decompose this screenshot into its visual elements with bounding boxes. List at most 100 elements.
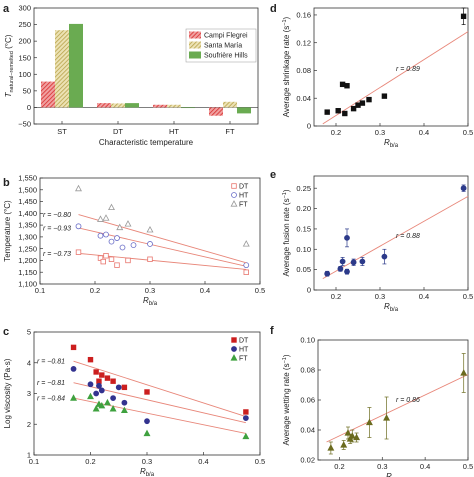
data-point bbox=[114, 235, 120, 241]
data-point bbox=[75, 249, 82, 255]
data-point bbox=[147, 241, 153, 247]
y-axis-label: Average shrinkage rate (s−1) bbox=[282, 16, 291, 117]
bar bbox=[69, 23, 83, 108]
y-tick-label: 1,450 bbox=[18, 197, 37, 206]
y-axis-label: Log viscosity (Pa·s) bbox=[3, 358, 12, 428]
bar bbox=[125, 103, 139, 108]
x-axis-label: Rb/a bbox=[384, 138, 399, 149]
y-tick-label: 0.20 bbox=[296, 204, 311, 213]
data-point bbox=[120, 406, 128, 414]
y-axis-label: Tnatural−remelted (°C) bbox=[4, 34, 15, 97]
legend-swatch bbox=[189, 41, 201, 49]
x-tick-label: 0.2 bbox=[85, 457, 95, 466]
series-1 bbox=[344, 228, 350, 248]
y-tick-label: 0.10 bbox=[300, 336, 315, 345]
y-axis-label-main: Average fusion rate (s bbox=[282, 198, 291, 276]
y-tick-label: 5 bbox=[27, 328, 31, 337]
y-tick-label: 0.05 bbox=[296, 265, 311, 274]
y-tick-label: 0.16 bbox=[296, 11, 311, 20]
data-point bbox=[344, 234, 350, 241]
x-tick-label: 0.3 bbox=[377, 462, 387, 471]
data-point bbox=[350, 259, 357, 266]
data-point bbox=[109, 405, 117, 412]
y-tick-label: 1,250 bbox=[18, 244, 37, 253]
r-value-label: r = 0.89 bbox=[396, 66, 420, 73]
fit-line bbox=[322, 195, 469, 279]
y-tick-label: 150 bbox=[18, 53, 31, 62]
y-tick-label: 1 bbox=[27, 451, 31, 460]
y-axis-label-sup: −1 bbox=[282, 192, 288, 198]
legend-marker bbox=[231, 192, 237, 198]
data-point bbox=[98, 387, 105, 394]
bar bbox=[41, 81, 55, 108]
legend-label: HT bbox=[239, 347, 249, 354]
plot-frame bbox=[33, 7, 259, 125]
data-point bbox=[242, 415, 249, 422]
fit-line bbox=[322, 31, 469, 125]
y-tick-label: 2 bbox=[27, 420, 31, 429]
data-point bbox=[125, 257, 131, 264]
x-tick-label: 0.5 bbox=[255, 457, 265, 466]
y-axis-label-end: ) bbox=[282, 354, 291, 357]
data-point bbox=[121, 384, 128, 391]
legend-marker bbox=[231, 337, 237, 343]
y-axis-label: Average wetting rate (s−1) bbox=[282, 354, 291, 445]
data-point bbox=[344, 83, 350, 89]
data-point bbox=[87, 381, 94, 388]
y-axis-label-end: ) bbox=[282, 16, 291, 19]
data-point bbox=[108, 238, 115, 245]
panel-label-b: b bbox=[3, 177, 10, 189]
series-ft bbox=[70, 392, 250, 440]
y-tick-label: 0 bbox=[27, 103, 31, 112]
data-point bbox=[143, 429, 151, 437]
data-point bbox=[70, 394, 78, 401]
y-tick-label: 0 bbox=[307, 286, 311, 295]
data-point bbox=[108, 203, 115, 211]
y-tick-label: 1,100 bbox=[18, 280, 37, 289]
series-ht bbox=[70, 365, 249, 425]
y-axis-label-unit: (°C) bbox=[4, 34, 13, 51]
data-point bbox=[359, 258, 366, 265]
y-tick-label: 1,150 bbox=[18, 268, 37, 277]
data-point bbox=[243, 262, 250, 269]
legend-swatch bbox=[189, 51, 201, 59]
data-point bbox=[243, 409, 249, 415]
plot-frame bbox=[313, 7, 469, 127]
legend-marker bbox=[231, 183, 237, 189]
y-axis-label: Temperature (°C) bbox=[3, 200, 12, 262]
x-tick-label: 0.2 bbox=[90, 286, 100, 295]
data-point bbox=[104, 375, 111, 381]
data-point bbox=[144, 418, 150, 425]
x-tick-label: 0.5 bbox=[463, 128, 473, 137]
data-point bbox=[147, 256, 153, 262]
y-tick-label: 1,400 bbox=[18, 209, 37, 218]
legend-marker bbox=[230, 200, 238, 207]
data-point bbox=[102, 214, 110, 221]
data-point bbox=[335, 108, 341, 114]
data-point bbox=[108, 256, 115, 262]
y-tick-label: 0 bbox=[307, 122, 311, 131]
panel-label-d: d bbox=[270, 3, 277, 15]
data-point bbox=[146, 225, 154, 233]
legend-label: Soufrière Hills bbox=[204, 53, 248, 60]
data-point bbox=[97, 215, 104, 222]
y-axis-label-end: ) bbox=[282, 189, 291, 192]
data-point bbox=[75, 184, 82, 192]
panel-label-c: c bbox=[3, 326, 9, 338]
y-axis-label-main: Average wetting rate (s bbox=[282, 363, 291, 445]
x-axis-label-main: R bbox=[140, 467, 146, 476]
data-point bbox=[70, 365, 77, 372]
y-tick-label: 0.10 bbox=[296, 245, 311, 254]
x-axis-label-main: R bbox=[384, 302, 390, 311]
bar bbox=[209, 107, 223, 116]
data-point bbox=[114, 262, 120, 268]
data-point bbox=[340, 441, 348, 448]
x-axis-label-main: R bbox=[386, 472, 392, 477]
y-tick-label: −50 bbox=[18, 120, 31, 129]
bar bbox=[167, 104, 181, 108]
data-point bbox=[242, 240, 250, 247]
y-tick-label: 1,200 bbox=[18, 256, 37, 265]
r-value-label: r = −0.80 bbox=[43, 212, 71, 219]
y-tick-label: 0.06 bbox=[300, 396, 315, 405]
